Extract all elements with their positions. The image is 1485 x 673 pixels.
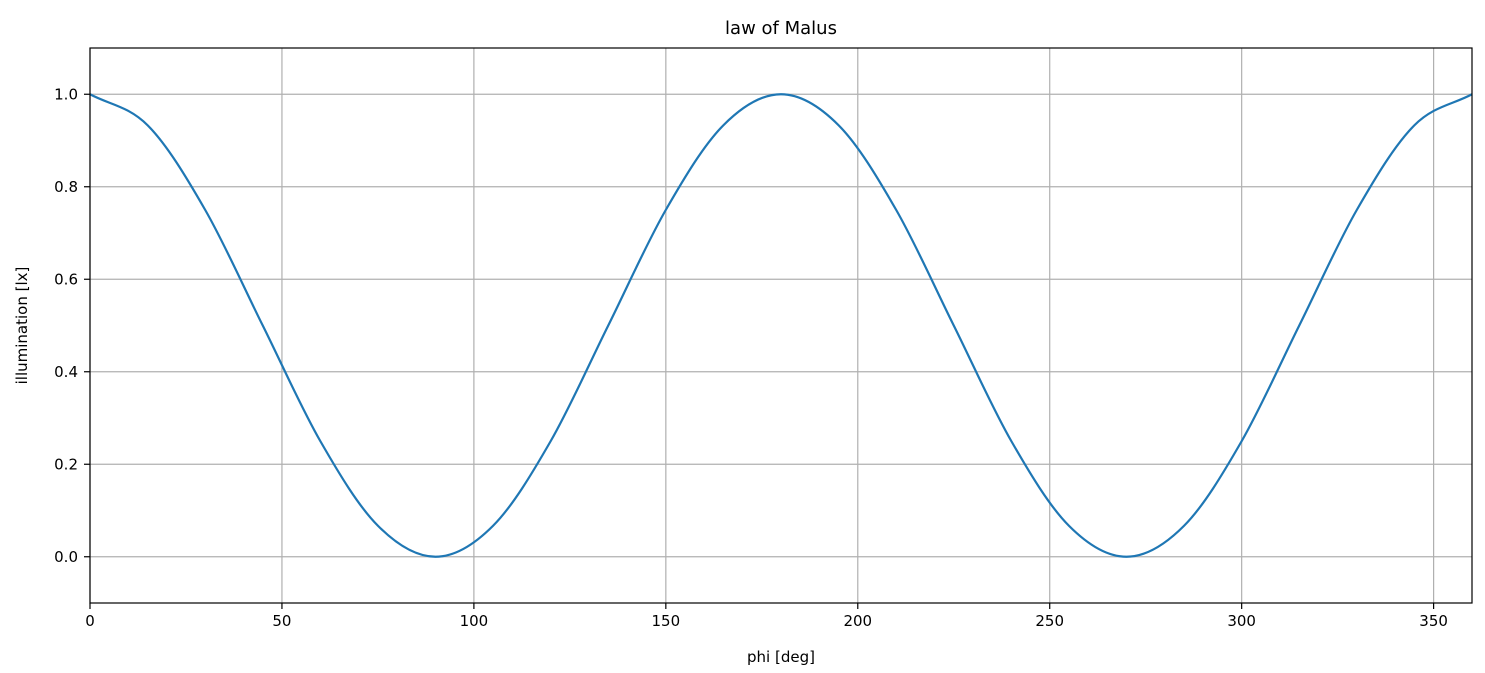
y-axis-label: illumination [lx] — [13, 267, 31, 385]
x-tick-label: 250 — [1035, 612, 1064, 630]
x-tick-label: 350 — [1419, 612, 1448, 630]
y-tick-label: 0.6 — [54, 270, 78, 288]
y-tick-label: 1.0 — [54, 85, 78, 103]
x-tick-label: 0 — [85, 612, 95, 630]
x-tick-label: 150 — [652, 612, 681, 630]
plot-frame — [89, 47, 1473, 604]
y-tick-label: 0.2 — [54, 455, 78, 473]
x-tick-label: 200 — [843, 612, 872, 630]
x-axis-label: phi [deg] — [747, 648, 815, 666]
x-tick-label: 300 — [1227, 612, 1256, 630]
y-tick-label: 0.0 — [54, 548, 78, 566]
series-line — [89, 93, 1473, 558]
series-group — [89, 93, 1473, 558]
chart-title: law of Malus — [725, 18, 837, 39]
x-tick-label: 100 — [460, 612, 489, 630]
ticks: 0 50 100 150 200 250 300 350 0.0 0.2 0.4 0.6 0.8 1.0 — [54, 85, 1448, 630]
y-tick-label: 0.4 — [54, 363, 78, 381]
y-tick-label: 0.8 — [54, 178, 78, 196]
x-tick-label: 50 — [272, 612, 291, 630]
